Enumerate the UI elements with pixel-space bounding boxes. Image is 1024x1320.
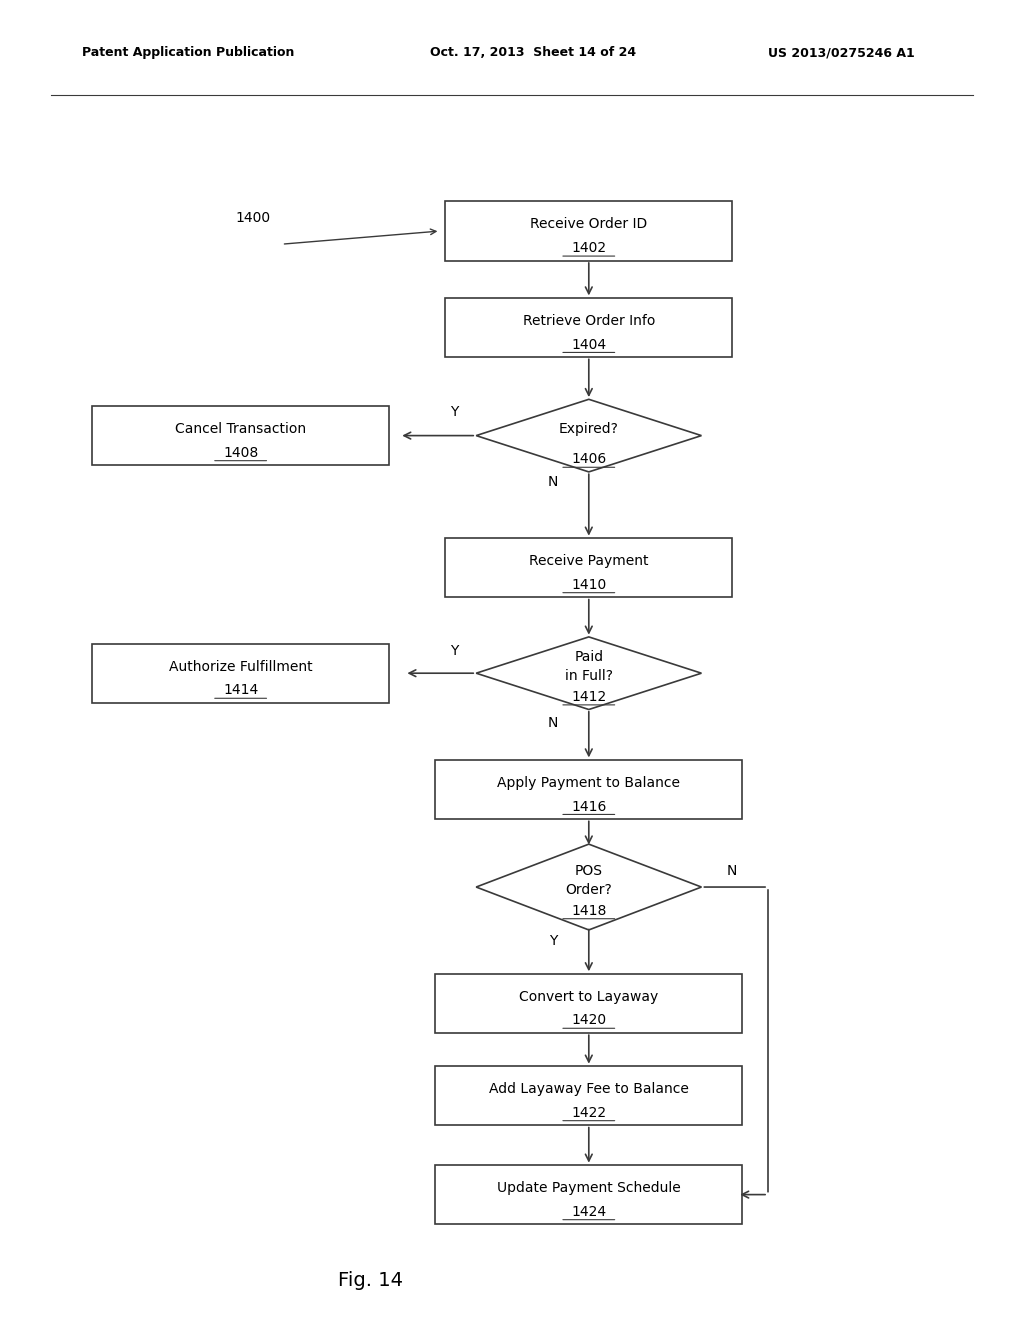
Text: Update Payment Schedule: Update Payment Schedule <box>497 1181 681 1195</box>
Text: US 2013/0275246 A1: US 2013/0275246 A1 <box>768 46 914 59</box>
Polygon shape <box>476 638 701 710</box>
Text: 1402: 1402 <box>571 242 606 255</box>
Text: Convert to Layaway: Convert to Layaway <box>519 990 658 1003</box>
Text: 1418: 1418 <box>571 904 606 917</box>
Text: 1410: 1410 <box>571 578 606 591</box>
Text: 1424: 1424 <box>571 1205 606 1218</box>
Text: Oct. 17, 2013  Sheet 14 of 24: Oct. 17, 2013 Sheet 14 of 24 <box>430 46 636 59</box>
FancyBboxPatch shape <box>435 759 742 818</box>
FancyBboxPatch shape <box>435 1065 742 1125</box>
Text: 1420: 1420 <box>571 1014 606 1027</box>
Text: 1412: 1412 <box>571 690 606 704</box>
Text: 1422: 1422 <box>571 1106 606 1119</box>
Polygon shape <box>476 845 701 929</box>
FancyBboxPatch shape <box>445 201 732 261</box>
Text: 1400: 1400 <box>236 211 270 224</box>
Text: Y: Y <box>451 644 459 657</box>
Text: N: N <box>548 475 558 488</box>
Text: 1404: 1404 <box>571 338 606 351</box>
FancyBboxPatch shape <box>435 1166 742 1225</box>
Text: Patent Application Publication: Patent Application Publication <box>82 46 294 59</box>
Text: Receive Payment: Receive Payment <box>529 554 648 568</box>
Text: Expired?: Expired? <box>559 422 618 436</box>
Text: Cancel Transaction: Cancel Transaction <box>175 422 306 436</box>
Text: Retrieve Order Info: Retrieve Order Info <box>522 314 655 327</box>
Text: Fig. 14: Fig. 14 <box>338 1271 402 1290</box>
Polygon shape <box>476 400 701 473</box>
Text: Paid: Paid <box>574 651 603 664</box>
Text: Receive Order ID: Receive Order ID <box>530 218 647 231</box>
Text: Y: Y <box>549 935 557 948</box>
FancyBboxPatch shape <box>92 644 389 704</box>
Text: Authorize Fulfillment: Authorize Fulfillment <box>169 660 312 673</box>
Text: N: N <box>548 717 558 730</box>
Text: 1416: 1416 <box>571 800 606 813</box>
Text: 1408: 1408 <box>223 446 258 459</box>
FancyBboxPatch shape <box>435 974 742 1032</box>
Text: Apply Payment to Balance: Apply Payment to Balance <box>498 776 680 789</box>
Text: N: N <box>727 865 737 878</box>
Text: Add Layaway Fee to Balance: Add Layaway Fee to Balance <box>488 1082 689 1096</box>
FancyBboxPatch shape <box>92 407 389 466</box>
FancyBboxPatch shape <box>445 537 732 597</box>
Text: in Full?: in Full? <box>565 669 612 682</box>
Text: 1414: 1414 <box>223 684 258 697</box>
Text: 1406: 1406 <box>571 453 606 466</box>
FancyBboxPatch shape <box>445 297 732 356</box>
Text: POS: POS <box>574 865 603 878</box>
Text: Y: Y <box>451 405 459 418</box>
Text: Order?: Order? <box>565 883 612 896</box>
